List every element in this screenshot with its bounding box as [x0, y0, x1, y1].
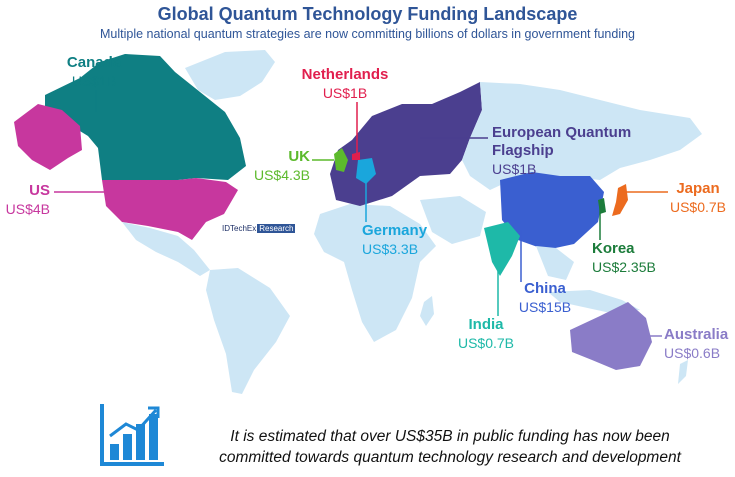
south-america-shape [206, 268, 290, 394]
label-canada: Canada US$1B [44, 54, 144, 90]
funding-value: US$15B [518, 299, 572, 315]
asia-shape [462, 82, 702, 190]
country-name: Germany [362, 222, 428, 239]
statement-line-1: It is estimated that over US$35B in publ… [230, 428, 670, 445]
brand-tag: Research [257, 224, 296, 233]
label-india: India US$0.7B [446, 316, 526, 352]
page-subtitle: Multiple national quantum strategies are… [99, 27, 635, 41]
se-asia-shape [536, 246, 574, 280]
australia-shape [570, 302, 652, 370]
india-shape [484, 222, 520, 276]
funding-value: US$4B [5, 201, 50, 217]
greenland-shape [185, 50, 275, 100]
country-name: Japan [676, 180, 720, 197]
label-germany: Germany US$3.3B [362, 222, 452, 258]
china-shape [500, 172, 604, 250]
funding-value: US$0.7B [669, 199, 727, 215]
label-eu: European Quantum Flagship US$1B [492, 124, 692, 178]
funding-value: US$4.3B [253, 167, 310, 183]
label-japan: Japan US$0.7B [664, 180, 732, 216]
funding-value: US$3.3B [362, 241, 419, 257]
mexico-shape [122, 222, 210, 276]
germany-shape [356, 158, 376, 184]
indonesia-shape [548, 290, 640, 312]
label-netherlands: Netherlands US$1B [290, 66, 400, 102]
new-zealand-shape [678, 360, 688, 384]
funding-value: US$1B [71, 73, 117, 89]
statement-line-2: committed towards quantum technology res… [219, 449, 681, 466]
funding-value: US$1B [322, 85, 368, 101]
label-australia: Australia US$0.6B [664, 326, 734, 362]
country-name: Korea [592, 240, 635, 257]
funding-value: US$0.7B [457, 335, 515, 351]
country-name: US [29, 182, 50, 199]
country-name: Netherlands [301, 66, 389, 83]
world-map [14, 50, 702, 394]
canada-shape [45, 54, 246, 180]
country-name: European Quantum Flagship [492, 124, 632, 159]
uk-shape [334, 148, 348, 172]
label-china: China US$15B [510, 280, 580, 316]
japan-shape [612, 184, 628, 216]
us-shape [102, 178, 238, 240]
country-name: India [468, 316, 504, 333]
middle-east-shape [420, 196, 486, 244]
label-korea: Korea US$2.35B [592, 240, 682, 276]
madagascar-shape [420, 296, 434, 326]
label-us: US US$4B [0, 182, 50, 218]
africa-shape [314, 204, 436, 342]
funding-value: US$0.6B [664, 345, 721, 361]
netherlands-shape [352, 152, 360, 160]
country-name: China [524, 280, 566, 297]
funding-statement: It is estimated that over US$35B in publ… [180, 426, 720, 468]
label-uk: UK US$4.3B [240, 148, 310, 184]
funding-value: US$2.35B [592, 259, 656, 275]
funding-value: US$1B [492, 161, 537, 177]
country-name: UK [288, 148, 310, 165]
alaska-shape [14, 104, 82, 170]
country-name: Canada [66, 54, 122, 71]
bar-chart-growth-icon [100, 404, 164, 466]
brand-logo: IDTechEx Research [222, 224, 296, 233]
country-name: Australia [664, 326, 729, 343]
brand-name: IDTechEx [222, 224, 257, 233]
page-title: Global Quantum Technology Funding Landsc… [157, 4, 578, 24]
